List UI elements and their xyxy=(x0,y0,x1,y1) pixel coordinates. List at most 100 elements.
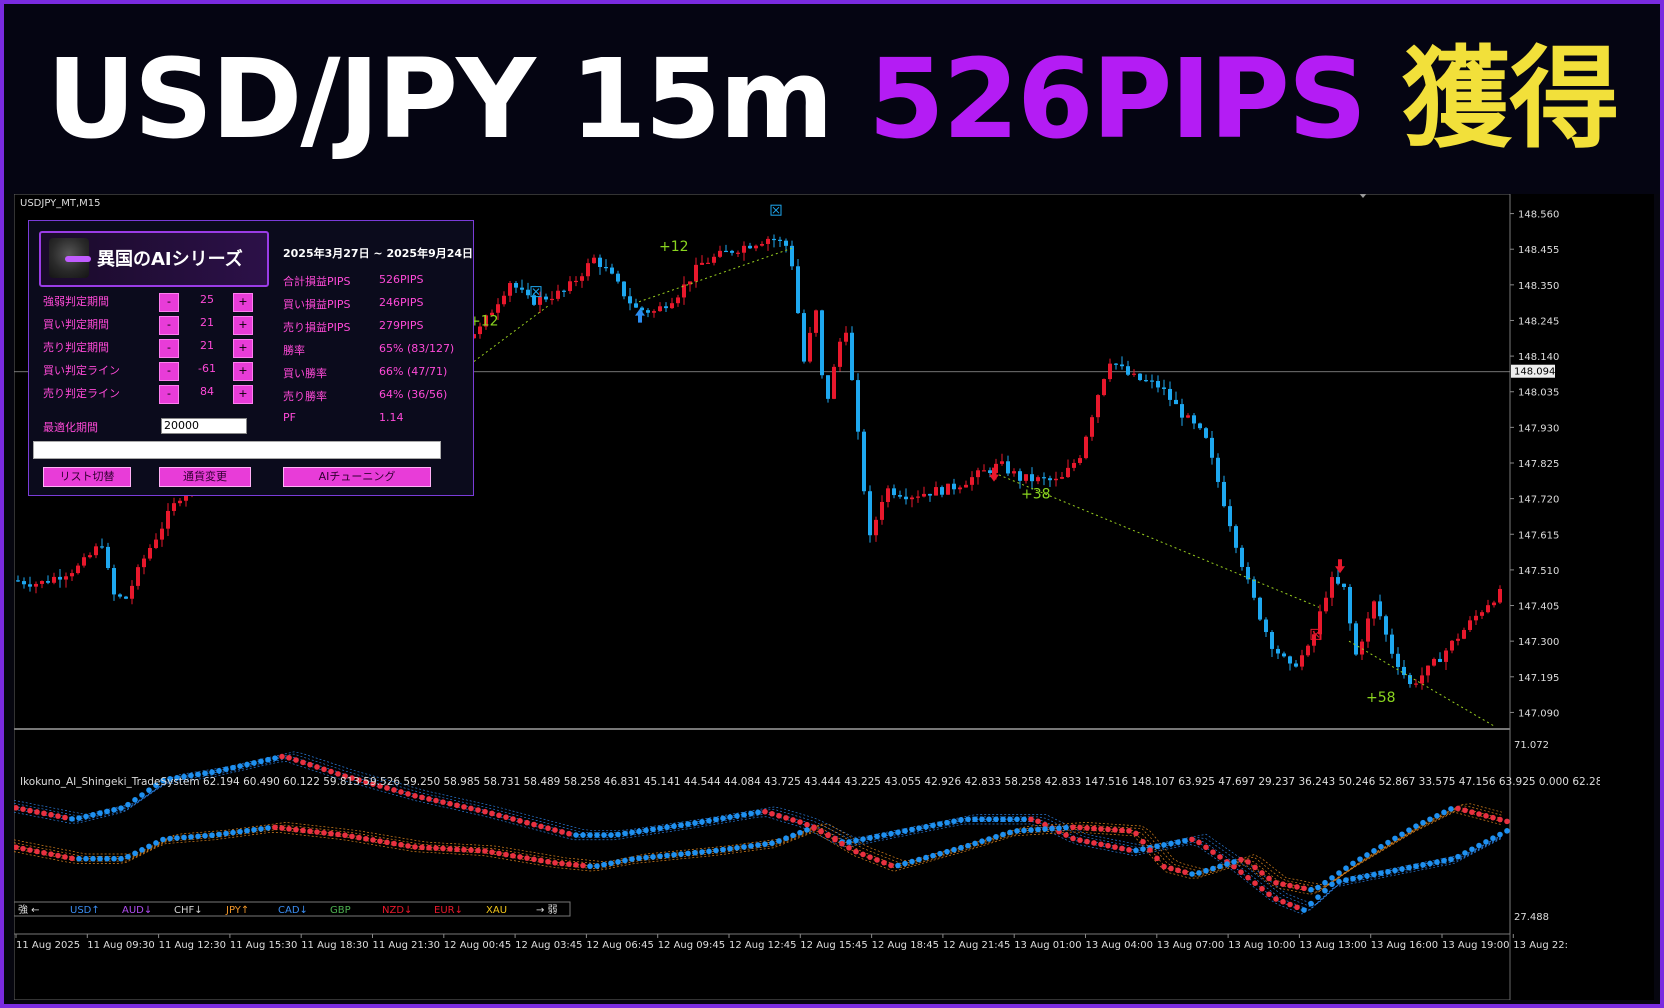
exit-cross-icon xyxy=(772,206,780,214)
candle-body xyxy=(592,257,596,264)
candle-body xyxy=(1054,478,1058,481)
candle-body xyxy=(796,266,800,314)
minus-button[interactable]: - xyxy=(159,339,179,358)
indicator-dot xyxy=(1301,885,1307,892)
indicator-dot xyxy=(678,851,684,857)
minus-button[interactable]: - xyxy=(159,385,179,404)
indicator-dot xyxy=(566,830,572,837)
optimize-period-input[interactable]: 20000 xyxy=(161,418,247,434)
indicator-dot xyxy=(755,842,761,848)
indicator-dot xyxy=(573,832,579,838)
price-label: 148.035 xyxy=(1518,388,1559,399)
indicator-dot xyxy=(657,825,663,832)
indicator-dot xyxy=(1112,827,1118,833)
strength-strong-label: 強 ← xyxy=(18,903,40,916)
indicator-dot xyxy=(524,819,530,826)
plus-button[interactable]: + xyxy=(233,362,253,381)
headline-pips: 526PIPS xyxy=(868,35,1367,163)
indicator-dot xyxy=(1406,827,1412,833)
indicator-dot xyxy=(860,851,866,858)
indicator-dot xyxy=(426,796,432,802)
indicator-dot xyxy=(335,831,341,838)
indicator-dot xyxy=(650,854,656,860)
candle-body xyxy=(1438,658,1442,662)
candle-body xyxy=(670,303,674,309)
candle-body xyxy=(88,555,92,558)
indicator-dot xyxy=(146,843,152,850)
candle-body xyxy=(838,341,842,367)
indicator-dot xyxy=(1434,813,1440,819)
plus-button[interactable]: + xyxy=(233,293,253,312)
indicator-dot xyxy=(1042,821,1048,828)
indicator-dot xyxy=(916,856,922,863)
indicator-dot xyxy=(804,821,810,828)
price-chart[interactable]: 148.560 148.455 148.350 148.245 148.140 148.0… xyxy=(14,194,1654,1000)
indicator-dot xyxy=(174,835,180,841)
currency-change-button[interactable]: 通貨変更 xyxy=(159,467,251,487)
candle-body xyxy=(1072,462,1076,468)
candle-body xyxy=(802,313,806,362)
message-field[interactable] xyxy=(33,441,441,459)
candle-body xyxy=(154,539,158,549)
candle-body xyxy=(886,488,890,502)
sell-arrow-icon xyxy=(989,467,999,482)
plus-button[interactable]: + xyxy=(233,339,253,358)
indicator-dot xyxy=(902,828,908,834)
list-toggle-button[interactable]: リスト切替 xyxy=(43,467,131,487)
plus-button[interactable]: + xyxy=(233,385,253,404)
stat-label: 売り勝率 xyxy=(283,390,327,403)
indicator-dot xyxy=(846,845,852,851)
indicator-dot xyxy=(1392,867,1398,874)
indicator-dot xyxy=(1182,837,1188,844)
candle-body xyxy=(1006,461,1010,474)
indicator-dot xyxy=(1497,831,1503,838)
candle-body xyxy=(556,290,560,299)
indicator-dot xyxy=(496,812,502,819)
indicator-dot xyxy=(461,804,467,810)
indicator-dot xyxy=(335,771,341,777)
candle-body xyxy=(730,250,734,253)
candle-body xyxy=(652,311,656,313)
minus-button[interactable]: - xyxy=(159,293,179,312)
candle-body xyxy=(1036,477,1040,482)
indicator-dot xyxy=(230,764,236,771)
indicator-dot xyxy=(1497,816,1503,823)
indicator-dot xyxy=(125,801,131,808)
time-label: 12 Aug 18:45 xyxy=(872,940,939,951)
indicator-dot xyxy=(1175,867,1181,874)
candle-body xyxy=(532,295,536,305)
indicator-dot xyxy=(34,848,40,855)
indicator-dot xyxy=(489,849,495,855)
candle-body xyxy=(1258,597,1262,620)
candle-body xyxy=(1318,611,1322,635)
ai-tuning-button[interactable]: AIチューニング xyxy=(283,467,431,487)
trade-trend-line xyxy=(638,247,795,303)
time-label: 12 Aug 09:45 xyxy=(658,940,725,951)
indicator-dot xyxy=(14,805,19,811)
candle-body xyxy=(508,283,512,296)
indicator-dot xyxy=(356,777,362,783)
candle-body xyxy=(604,266,608,269)
indicator-dot xyxy=(111,806,117,813)
indicator-dot xyxy=(433,797,439,804)
indicator-dot xyxy=(223,830,229,837)
candle-body xyxy=(1300,655,1304,667)
indicator-dot xyxy=(1049,825,1055,832)
plus-button[interactable]: + xyxy=(233,316,253,335)
minus-button[interactable]: - xyxy=(159,316,179,335)
indicator-dot xyxy=(293,757,299,763)
indicator-dot xyxy=(545,825,551,832)
indicator-dot xyxy=(587,863,593,870)
indicator-dot xyxy=(1483,839,1489,845)
indicator-dot xyxy=(608,832,614,838)
minus-button[interactable]: - xyxy=(159,362,179,381)
indicator-dot xyxy=(153,782,159,789)
indicator-scale-label: 27.488 xyxy=(1514,912,1549,923)
candle-body xyxy=(1468,620,1472,630)
indicator-dot xyxy=(510,852,516,859)
indicator-dot xyxy=(1140,838,1146,845)
indicator-dot xyxy=(83,813,89,820)
indicator-dot xyxy=(503,814,509,820)
indicator-dot xyxy=(692,849,698,856)
indicator-dot xyxy=(1070,835,1076,842)
